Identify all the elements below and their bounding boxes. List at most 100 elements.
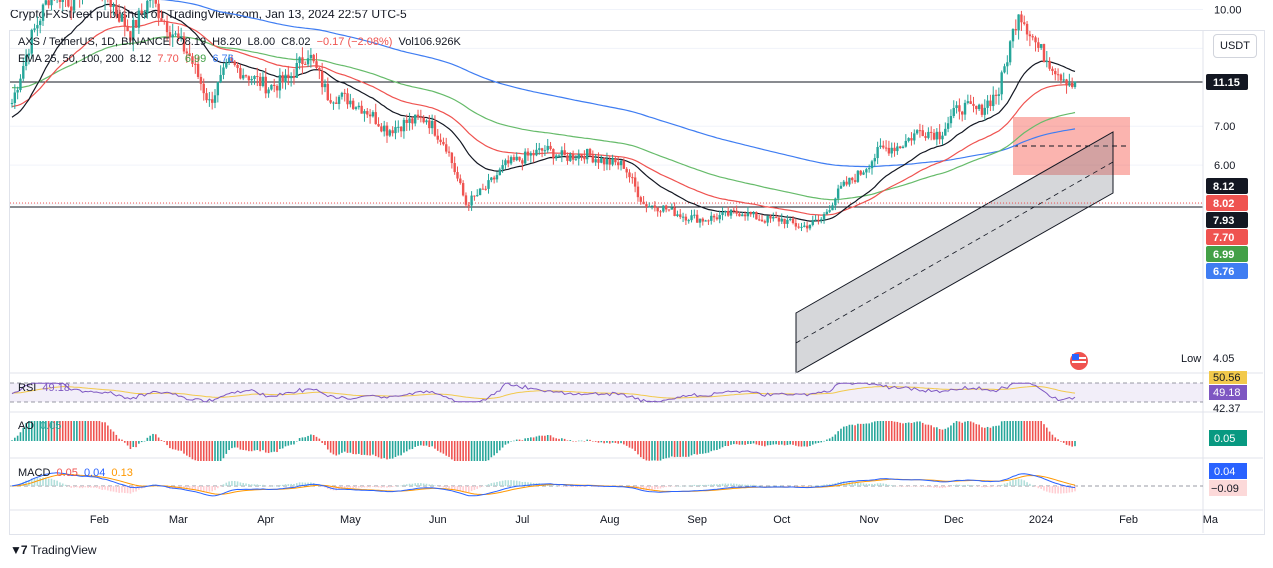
candle-body [839, 185, 843, 189]
ao-bar [369, 441, 371, 456]
ao-bar [687, 441, 690, 457]
macd-bar [112, 486, 115, 492]
candle-body [165, 20, 169, 33]
ao-bar [25, 423, 27, 441]
candle-body [642, 201, 645, 205]
candle-body [577, 154, 580, 159]
candle-body [227, 57, 231, 63]
channel-midline [795, 161, 1114, 344]
ao-bar [473, 441, 476, 461]
candle-body [543, 150, 547, 152]
candle-body [137, 10, 141, 28]
macd-bar [766, 485, 769, 487]
macd-bar [59, 482, 61, 486]
macd-bar [496, 481, 498, 486]
ao-bar [126, 441, 129, 446]
macd-bar [944, 486, 947, 488]
macd-bar [84, 486, 87, 488]
candle-body [33, 28, 36, 30]
candle-body [986, 100, 989, 108]
candle-body [870, 161, 874, 169]
ao-bar [267, 441, 270, 454]
ohlc-close: C8.02 [281, 36, 311, 48]
macd-bar [764, 486, 766, 487]
ao-bar [183, 441, 185, 454]
candle-body [354, 107, 358, 109]
macd-bar [975, 486, 978, 487]
time-tick-label: Feb [1119, 514, 1138, 526]
candle-body [617, 162, 620, 166]
candle-body [569, 154, 572, 161]
ao-bar [259, 441, 261, 452]
candle-body [913, 133, 916, 141]
ao-bar [673, 441, 676, 458]
ao-bar [913, 422, 916, 441]
candle-body [887, 147, 891, 154]
ao-bar [219, 441, 222, 461]
ao-bar [964, 421, 966, 441]
candle-body [337, 96, 341, 104]
ao-bar [752, 441, 755, 444]
candle-body [154, 0, 158, 4]
ao-bar [972, 422, 975, 441]
ao-bar [693, 441, 696, 455]
us-flag-icon[interactable] [1070, 352, 1088, 370]
ao-bar [874, 421, 876, 441]
ao-bar [969, 421, 972, 441]
macd-bar [905, 486, 907, 487]
ao-bar [803, 441, 806, 447]
symbol-name: AXS / TetherUS, 1D, BINANCE [18, 36, 171, 48]
ao-bar [611, 441, 614, 443]
ao-bar [1006, 421, 1009, 441]
macd-bar [19, 483, 22, 486]
candle-body [1045, 60, 1049, 63]
candle-body [791, 218, 795, 224]
candle-body [278, 75, 282, 91]
ao-bar [721, 441, 724, 448]
rsi-level-low: 42.37 [1213, 403, 1241, 415]
ao-bar [668, 441, 670, 458]
macd-bar [22, 481, 25, 486]
ao-bar [208, 441, 211, 461]
macd-bar [566, 486, 569, 487]
candle-body [301, 57, 304, 65]
candle-body [515, 156, 518, 161]
ao-bar [149, 435, 151, 441]
macd-bar [422, 483, 425, 486]
macd-bar [524, 481, 526, 486]
candle-body [442, 141, 445, 145]
ao-bar [318, 438, 321, 441]
ao-legend: AO 0.05 [18, 420, 64, 432]
currency-button[interactable]: USDT [1213, 34, 1257, 58]
ao-bar [346, 441, 349, 453]
candle-body [1011, 29, 1015, 42]
ao-bar [239, 441, 242, 450]
footer-brand[interactable]: ▼7 TradingView [10, 543, 97, 557]
candle-body [275, 85, 279, 91]
ao-bar [507, 441, 510, 444]
ao-bar [834, 434, 837, 441]
ao-bar [1000, 421, 1003, 441]
candle-body [628, 172, 631, 178]
ao-bar [786, 441, 789, 445]
ao-bar [541, 435, 543, 441]
ao-bar [817, 441, 820, 443]
macd-bar [360, 486, 363, 488]
candle-body [464, 195, 468, 205]
ao-bar [978, 424, 980, 441]
candle-body [958, 105, 961, 112]
candle-body [817, 219, 820, 221]
ao-bar [848, 424, 851, 441]
candle-body [320, 70, 324, 88]
ao-bar [42, 421, 44, 441]
candle-body [755, 211, 758, 220]
macd-bar [1006, 482, 1009, 486]
ema-legend: EMA 25, 50, 100, 200 8.12 7.70 6.99 6.76 [18, 53, 237, 65]
macd-bar [682, 485, 684, 487]
candle-body [904, 140, 908, 147]
price-level-label: 8.02 [1213, 198, 1234, 210]
ao-bar [603, 441, 605, 444]
candle-body [461, 183, 465, 196]
macd-bar [405, 484, 408, 486]
